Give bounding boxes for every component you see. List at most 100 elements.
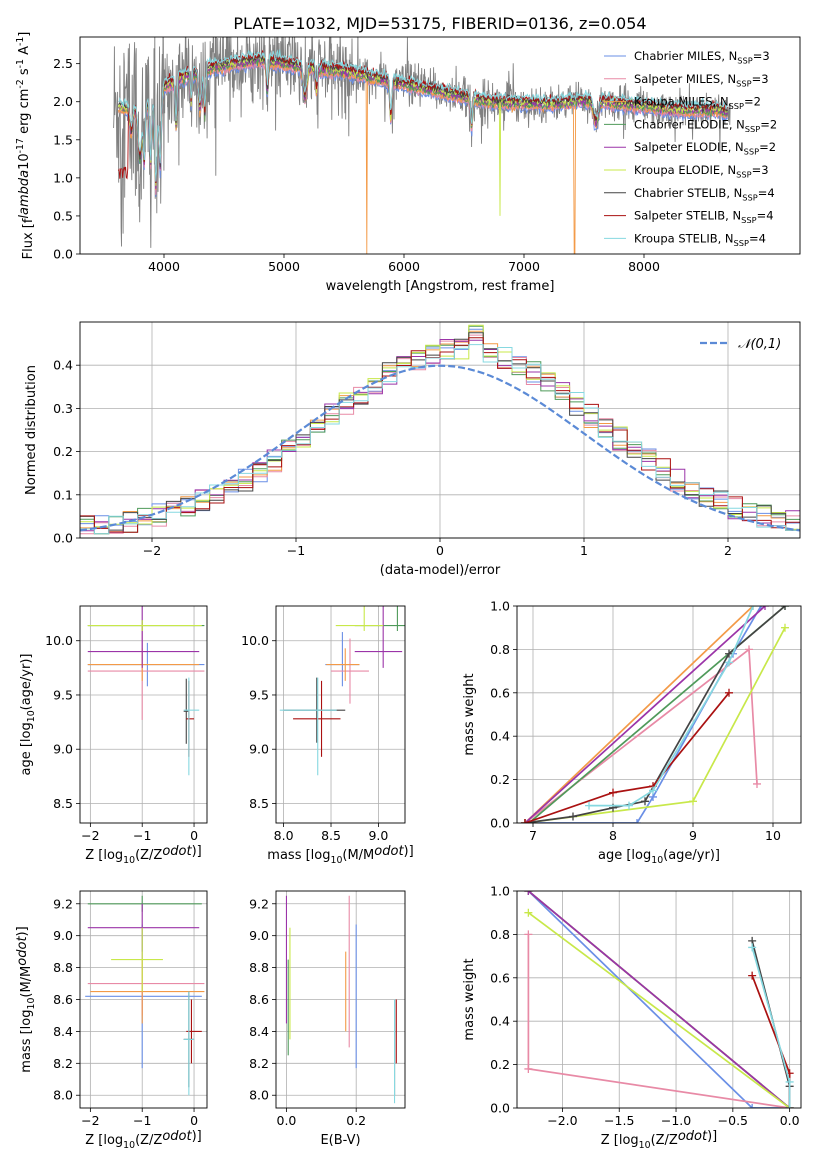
mass-weight-marker xyxy=(781,623,789,632)
mass_weight_vs_age-xtick-label: 7 xyxy=(529,828,537,843)
residuals-xtick-label: 1 xyxy=(580,543,588,558)
residuals-panel: −2 −1 0 1 2 0.0 0.1 0.2 0.3 0.4 (data-model)/error… xyxy=(24,321,801,578)
mass-weight-marker xyxy=(781,606,789,610)
spectrum-ytick-label: 2.5 xyxy=(53,56,73,71)
mass_vs_Z-ytick-label: 8.4 xyxy=(53,1024,73,1039)
mass-weight-marker xyxy=(745,645,753,654)
age_vs_Z-ytick-label: 10.0 xyxy=(45,633,73,648)
mass-weight-marker xyxy=(748,971,757,980)
mass_weight_vs_Z-frame xyxy=(516,890,802,1109)
mass_weight_vs_Z-ytick-label: 0.4 xyxy=(490,1014,510,1029)
mass_weight_vs_age-plot-area xyxy=(521,606,789,823)
mass-weight-marker xyxy=(569,812,577,821)
age_vs_mass-xlabel: mass [log10(M/Modot)] xyxy=(267,844,413,866)
mass_weight_vs_Z-xlabel: Z [log10(Z/Zodot)] xyxy=(601,1129,718,1151)
age_vs_mass-panel: 8.0 8.5 9.0 8.5 9.0 9.5 10.0 mass [log10(M/Modo… xyxy=(241,605,414,866)
mass_weight_vs_Z-xtick-label: −2.0 xyxy=(547,1113,577,1128)
mass_weight_vs_Z-ylabel: mass weight xyxy=(462,958,477,1040)
mass_vs_Z-panel: −2 −1 0 8.0 8.2 8.4 8.6 8.8 9.0 9.2 Z [log10(Z/Zod… xyxy=(15,890,208,1151)
mass-weight-line xyxy=(527,891,790,1108)
mass_vs_EBV-xtick-label: 0.2 xyxy=(346,1113,366,1128)
figure-title: PLATE=1032, MJD=53175, FIBERID=0136, z=0… xyxy=(233,14,646,33)
mass_vs_Z-ytick-label: 8.6 xyxy=(53,992,73,1007)
age_vs_Z-xtick-label: 0 xyxy=(190,828,198,843)
residuals-ytick-label: 0.0 xyxy=(53,531,73,546)
mass-weight-marker xyxy=(521,819,529,823)
mass-weight-line xyxy=(527,891,791,1108)
age_vs_Z-grid xyxy=(80,606,207,823)
spectrum-ytick-label: 1.5 xyxy=(53,132,73,147)
age_vs_mass-xtick-label: 8.5 xyxy=(321,828,341,843)
mass-weight-marker xyxy=(609,788,617,797)
spectrum-xtick-label: 5000 xyxy=(268,259,300,274)
mass_vs_Z-xtick-label: 0 xyxy=(190,1113,198,1128)
mass-weight-marker xyxy=(585,801,593,810)
spectrum-xlabel: wavelength [Angstrom, rest frame] xyxy=(326,279,555,294)
age_vs_mass-xtick-label: 9.0 xyxy=(368,828,388,843)
mass-weight-marker xyxy=(725,688,733,697)
legend-label: Kroupa MILES, NSSP=2 xyxy=(634,95,761,111)
mass_weight_vs_Z-panel: −2.0 −1.5 −1.0 −0.5 0.0 0.0 0.2 0.4 0.6 0.8 1.0 Z [… xyxy=(462,884,802,1151)
mass-weight-marker xyxy=(689,797,697,806)
residuals-xtick-label: −1 xyxy=(287,543,305,558)
mass_weight_vs_age-ytick-label: 0.8 xyxy=(490,642,510,657)
age_vs_mass-frame xyxy=(275,605,406,824)
mass_vs_Z-xtick-label: −2 xyxy=(81,1113,99,1128)
mass_weight_vs_age-xtick-label: 10 xyxy=(765,828,781,843)
mass_vs_Z-plot-area xyxy=(85,895,205,1096)
spectrum-panel: 4000 5000 6000 7000 8000 0.0 0.5 1.0 1.5 2.0 2.5 wa… xyxy=(15,32,801,294)
age_vs_Z-xtick-label: −2 xyxy=(81,828,99,843)
spectrum-legend: Chabrier MILES, NSSP=3 Salpeter MILES, NS… xyxy=(604,49,777,248)
mass_vs_EBV-ytick-label: 8.6 xyxy=(249,992,269,1007)
mass_vs_EBV-ytick-label: 9.0 xyxy=(249,928,269,943)
mass_weight_vs_Z-ytick-label: 0.2 xyxy=(490,1057,510,1072)
mass-weight-marker xyxy=(761,606,769,610)
mass-weight-line xyxy=(524,606,754,823)
mass_vs_EBV-grid xyxy=(276,891,405,1108)
mass_weight_vs_age-ytick-label: 0.4 xyxy=(490,729,510,744)
residuals-ytick-label: 0.1 xyxy=(53,487,73,502)
spectrum-xtick-label: 4000 xyxy=(148,259,180,274)
mass_weight_vs_Z-ytick-label: 1.0 xyxy=(490,884,510,899)
mass_vs_Z-ytick-label: 8.2 xyxy=(53,1056,73,1071)
residuals-ytick-label: 0.4 xyxy=(53,358,73,373)
age_vs_Z-plot-area xyxy=(87,606,205,776)
legend-label: Kroupa ELODIE, NSSP=3 xyxy=(634,163,769,179)
mass_vs_EBV-xlabel: E(B-V) xyxy=(320,1133,360,1148)
age_vs_Z-ytick-label: 9.0 xyxy=(53,742,73,757)
mass-weight-marker xyxy=(785,1077,794,1086)
mass_vs_EBV-ytick-label: 8.8 xyxy=(249,960,269,975)
mass-weight-marker xyxy=(649,786,657,795)
legend-label: Chabrier MILES, NSSP=3 xyxy=(634,49,770,65)
mass-weight-line xyxy=(527,912,791,1108)
mass_weight_vs_Z-xtick-label: −0.5 xyxy=(718,1113,748,1128)
model-spectrum-line xyxy=(118,49,728,182)
mass_weight_vs_age-ylabel: mass weight xyxy=(462,673,477,755)
mass_vs_EBV-ytick-label: 8.0 xyxy=(249,1088,269,1103)
residuals-xtick-label: −2 xyxy=(143,543,161,558)
mass-weight-marker xyxy=(725,658,733,667)
spectrum-ytick-label: 0.5 xyxy=(53,208,73,223)
age_vs_mass-ytick-label: 10.0 xyxy=(241,633,269,648)
mass_vs_Z-xlabel: Z [log10(Z/Zodot)] xyxy=(85,1129,202,1151)
legend-label: Kroupa STELIB, NSSP=4 xyxy=(634,231,766,247)
mass_weight_vs_Z-ytick-label: 0.6 xyxy=(490,970,510,985)
mass-weight-marker xyxy=(753,779,761,788)
legend-label: Chabrier ELODIE, NSSP=2 xyxy=(634,117,777,133)
mass-weight-line xyxy=(524,692,730,823)
legend-label: Chabrier STELIB, NSSP=4 xyxy=(634,186,775,202)
mass_weight_vs_age-ytick-label: 0.2 xyxy=(490,772,510,787)
mass_weight_vs_Z-xtick-label: −1.5 xyxy=(604,1113,634,1128)
spectrum-xtick-label: 8000 xyxy=(628,259,660,274)
spectrum-ylabel: Flux [flambda10-17 erg cm-2 s-1 A-1] xyxy=(15,32,36,260)
legend-label: Salpeter MILES, NSSP=3 xyxy=(634,72,769,88)
mass_vs_Z-frame xyxy=(79,890,208,1109)
residuals-plot-area xyxy=(80,324,800,538)
residuals-xtick-label: 2 xyxy=(724,543,732,558)
age_vs_Z-ylabel: age [log10(age/yr)] xyxy=(19,654,37,776)
legend-label: 𝒩(0,1) xyxy=(738,337,781,352)
mass-weight-marker xyxy=(524,1064,533,1073)
age_vs_Z-frame xyxy=(79,605,208,824)
mass-weight-marker xyxy=(749,606,757,610)
